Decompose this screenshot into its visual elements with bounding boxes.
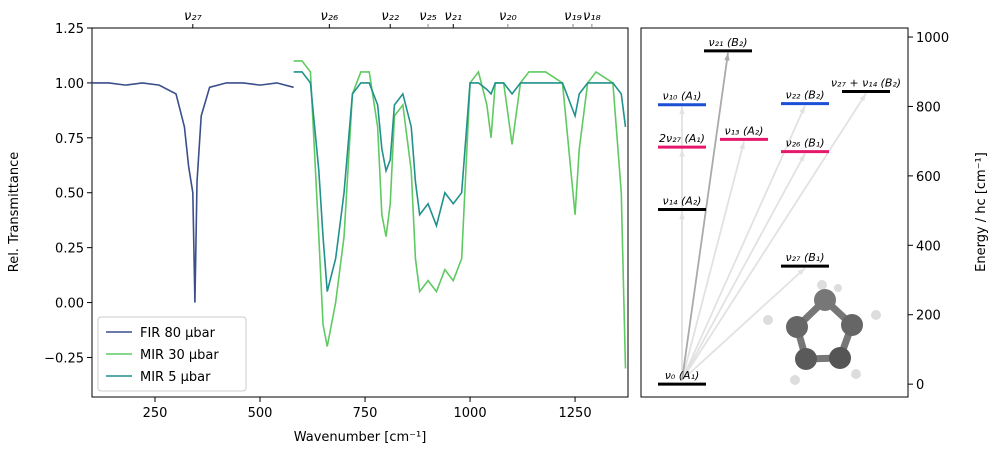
- arrow-head: [679, 106, 685, 115]
- levels: ν₀ (A₁) ν₂₇ (B₁) ν₁₄ (A₂) 2ν₂₇ (A₁) ν₁₃ (A₂)…: [658, 36, 901, 386]
- y-tick-label: 0.00: [55, 297, 84, 312]
- diagram-frame: [640, 27, 909, 398]
- y-tick-label: 0.75: [55, 132, 84, 147]
- level-label: ν₂₇ (B₁): [786, 251, 825, 264]
- y-tick-label: 1.00: [55, 77, 84, 92]
- y2-tick-label: 800: [916, 100, 941, 115]
- top-tick-label: ν₁₈: [583, 9, 601, 24]
- transition-arrow: [681, 153, 806, 381]
- x-tick-label: 250: [143, 406, 168, 421]
- x-tick-label: 500: [248, 406, 273, 421]
- y2-tick-label: 1000: [916, 31, 949, 46]
- level-label: ν₁₄ (A₂): [663, 195, 702, 208]
- spectrum-line: [293, 71, 627, 292]
- top-tick-label: ν₂₆: [320, 9, 338, 24]
- y-tick-label: 1.25: [55, 22, 84, 37]
- legend-label: FIR 80 µbar: [140, 326, 216, 341]
- level-label: ν₁₀ (A₁): [663, 90, 702, 103]
- spectrum-line: [92, 82, 294, 303]
- top-tick-label: ν₂₁: [444, 9, 462, 24]
- arrow-head: [859, 93, 866, 102]
- transition-arrow: [681, 52, 729, 381]
- top-tick-label: ν₂₅: [419, 9, 437, 24]
- x-tick-label: 1250: [559, 406, 592, 421]
- arrow-head: [724, 52, 730, 61]
- level-label: ν₀ (A₁): [665, 369, 700, 382]
- molecule: [763, 280, 881, 385]
- y-tick-label: −0.25: [44, 351, 84, 366]
- transition-arrow: [681, 267, 806, 381]
- top-tick-label: ν₂₀: [499, 9, 517, 24]
- top-tick-label: ν₂₂: [381, 9, 399, 24]
- spectrum-line: [293, 60, 627, 369]
- top-tick-label: ν₁₉: [564, 9, 582, 24]
- top-tick-label: ν₂₇: [184, 9, 202, 24]
- y2-tick-label: 0: [916, 378, 924, 393]
- level-label: ν₁₃ (A₂): [725, 124, 764, 137]
- y2-tick-label: 600: [916, 170, 941, 185]
- arrow-head: [799, 153, 805, 162]
- level-label: ν₂₂ (B₂): [786, 89, 825, 102]
- x-tick-label: 750: [353, 406, 378, 421]
- level-label: ν₂₁ (B₂): [709, 36, 748, 49]
- transition-arrow: [681, 141, 745, 381]
- y-axis-label: Rel. Transmittance: [7, 152, 22, 273]
- legend-label: MIR 30 µbar: [140, 348, 219, 363]
- legend-label: MIR 5 µbar: [140, 370, 211, 385]
- x-tick-label: 1000: [454, 406, 487, 421]
- arrow-head: [739, 141, 745, 150]
- y2-tick-label: 400: [916, 239, 941, 254]
- legend-box: [97, 316, 247, 392]
- y-tick-label: 0.50: [55, 187, 84, 202]
- y2-tick-label: 200: [916, 309, 941, 324]
- arrow-head: [799, 105, 805, 114]
- level-label: ν₂₆ (B₁): [786, 137, 825, 150]
- level-label: 2ν₂₇ (A₁): [659, 132, 705, 145]
- arrow-head: [797, 268, 805, 276]
- level-label: ν₂₇ + ν₁₄ (B₂): [831, 77, 901, 90]
- plot-frame: [91, 27, 629, 398]
- y-tick-label: 0.25: [55, 242, 84, 257]
- energy-axis-label: Energy / hc [cm⁻¹]: [974, 152, 989, 272]
- transition-arrow: [681, 93, 867, 381]
- x-axis-label: Wavenumber [cm⁻¹]: [294, 430, 427, 445]
